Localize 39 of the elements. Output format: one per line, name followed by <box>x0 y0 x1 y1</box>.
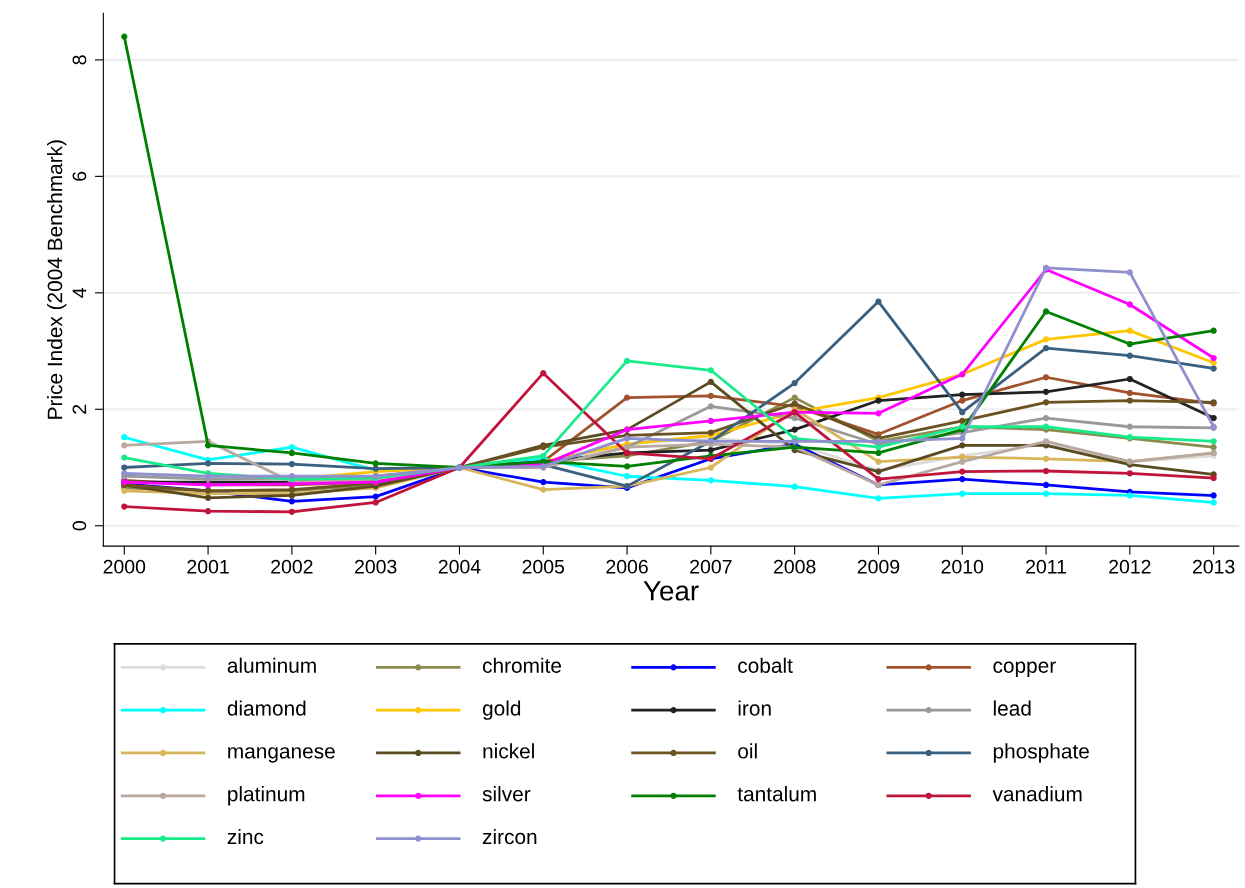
legend-label: zinc <box>227 828 264 845</box>
legend-label: diamond <box>227 700 306 716</box>
x-tick-label: 2009 <box>857 559 900 574</box>
x-tick-label: 2011 <box>1026 559 1067 574</box>
x-tick-label: 2007 <box>690 559 732 574</box>
legend-label: silver <box>482 786 531 802</box>
legend-label: zircon <box>482 828 537 845</box>
y-tick-label: 2 <box>72 404 87 414</box>
y-tick-label: 0 <box>72 521 87 531</box>
x-tick-label: 2004 <box>438 559 481 574</box>
legend-label: gold <box>482 700 521 720</box>
legend-label: manganese <box>228 747 335 763</box>
legend-label: cobalt <box>738 657 793 673</box>
x-axis-title: Year <box>643 581 699 601</box>
legend-label: phosphate <box>993 743 1089 763</box>
x-tick-label: 2013 <box>1192 559 1235 574</box>
x-tick-label: 2003 <box>355 559 397 574</box>
y-axis-title: Price Index (2004 Benchmark) <box>47 140 67 419</box>
y-tick-label: 4 <box>72 287 87 298</box>
legend-label: lead <box>993 700 1031 716</box>
legend-label: chromite <box>482 657 562 673</box>
x-tick-label: 2012 <box>1109 559 1151 574</box>
x-tick-label: 2000 <box>103 559 146 574</box>
y-tick-label: 8 <box>72 55 87 65</box>
legend-label: aluminum <box>227 657 316 673</box>
legend-label: copper <box>993 661 1056 678</box>
legend-label: platinum <box>228 786 305 806</box>
legend-label: vanadium <box>992 786 1082 802</box>
x-tick-label: 2008 <box>774 559 816 574</box>
legend-label: oil <box>738 743 757 759</box>
x-tick-label: 2001 <box>187 559 229 574</box>
y-tick-label: 6 <box>72 171 87 181</box>
x-tick-label: 2002 <box>271 559 313 574</box>
legend-label: tantalum <box>737 786 816 802</box>
legend-label: iron <box>738 700 771 716</box>
legend-label: nickel <box>483 743 534 759</box>
x-tick-label: 2006 <box>606 559 648 574</box>
x-tick-label: 2005 <box>522 559 565 574</box>
x-tick-label: 2010 <box>941 559 984 574</box>
